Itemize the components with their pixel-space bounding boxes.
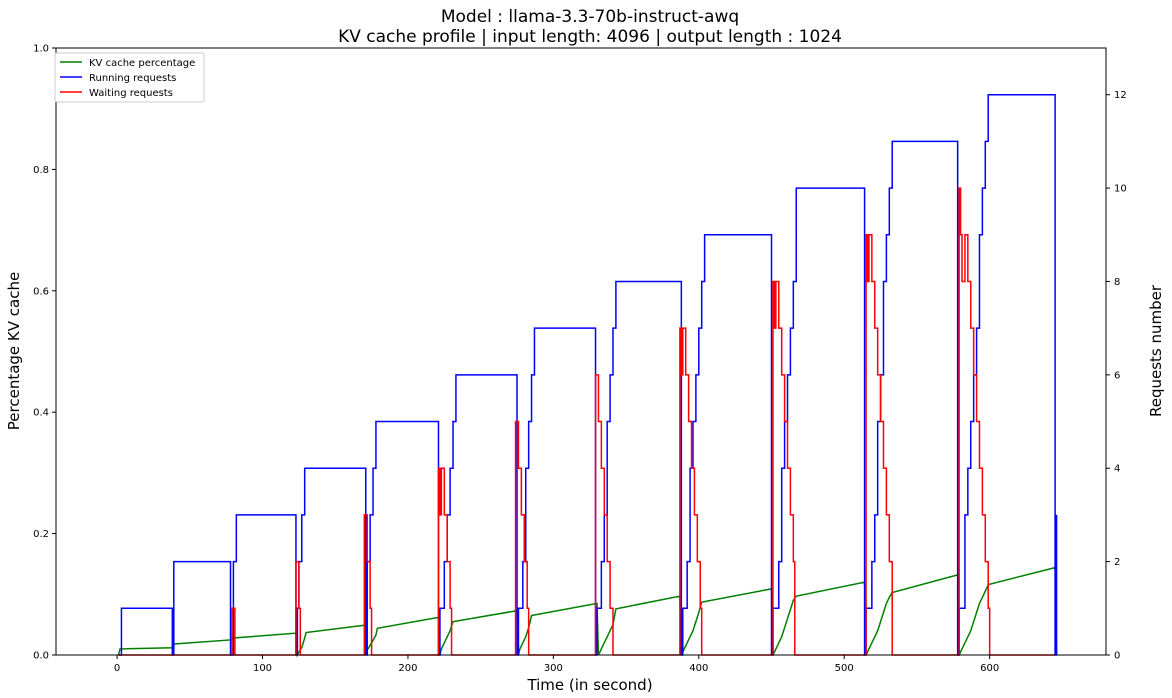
x-tick-label: 100: [253, 663, 272, 674]
y2-tick-label: 8: [1114, 277, 1120, 288]
y2-tick-label: 10: [1114, 184, 1127, 195]
y-tick-label: 1.0: [33, 44, 49, 55]
y2-tick-label: 0: [1114, 651, 1120, 662]
x-axis-label: Time (in second): [526, 676, 652, 694]
y2-axis-ticks: 0 2 4 6 8 10 12: [1106, 90, 1127, 662]
y-tick-label: 0.2: [33, 529, 49, 540]
y-axis-ticks: 0.0 0.2 0.4 0.6 0.8 1.0: [33, 44, 56, 662]
chart-subtitle: KV cache profile | input length: 4096 | …: [338, 27, 842, 47]
x-tick-label: 0: [114, 663, 120, 674]
legend: KV cache percentage Running requests Wai…: [54, 52, 205, 103]
legend-label-running: Running requests: [89, 73, 176, 84]
x-tick-label: 600: [980, 663, 999, 674]
x-tick-label: 200: [398, 663, 417, 674]
y-tick-label: 0.0: [33, 651, 49, 662]
y-tick-label: 0.6: [33, 286, 49, 297]
x-axis-ticks: 0 100 200 300 400 500 600: [114, 655, 999, 674]
y-axis-label: Percentage KV cache: [5, 272, 23, 430]
plot-frame: [55, 47, 1107, 656]
chart-title: Model : llama-3.3-70b-instruct-awq: [441, 7, 739, 27]
y2-tick-label: 6: [1114, 370, 1120, 381]
y2-axis-label: Requests number: [1147, 284, 1165, 417]
x-tick-label: 500: [835, 663, 854, 674]
x-tick-label: 400: [689, 663, 708, 674]
y2-tick-label: 4: [1114, 464, 1120, 475]
y-tick-label: 0.4: [33, 408, 49, 419]
y-tick-label: 0.8: [33, 165, 49, 176]
y2-tick-label: 12: [1114, 90, 1127, 101]
y2-tick-label: 2: [1114, 557, 1120, 568]
x-tick-label: 300: [544, 663, 563, 674]
legend-label-waiting: Waiting requests: [89, 88, 173, 99]
legend-box: [54, 52, 205, 103]
legend-label-kv-cache: KV cache percentage: [89, 58, 195, 69]
